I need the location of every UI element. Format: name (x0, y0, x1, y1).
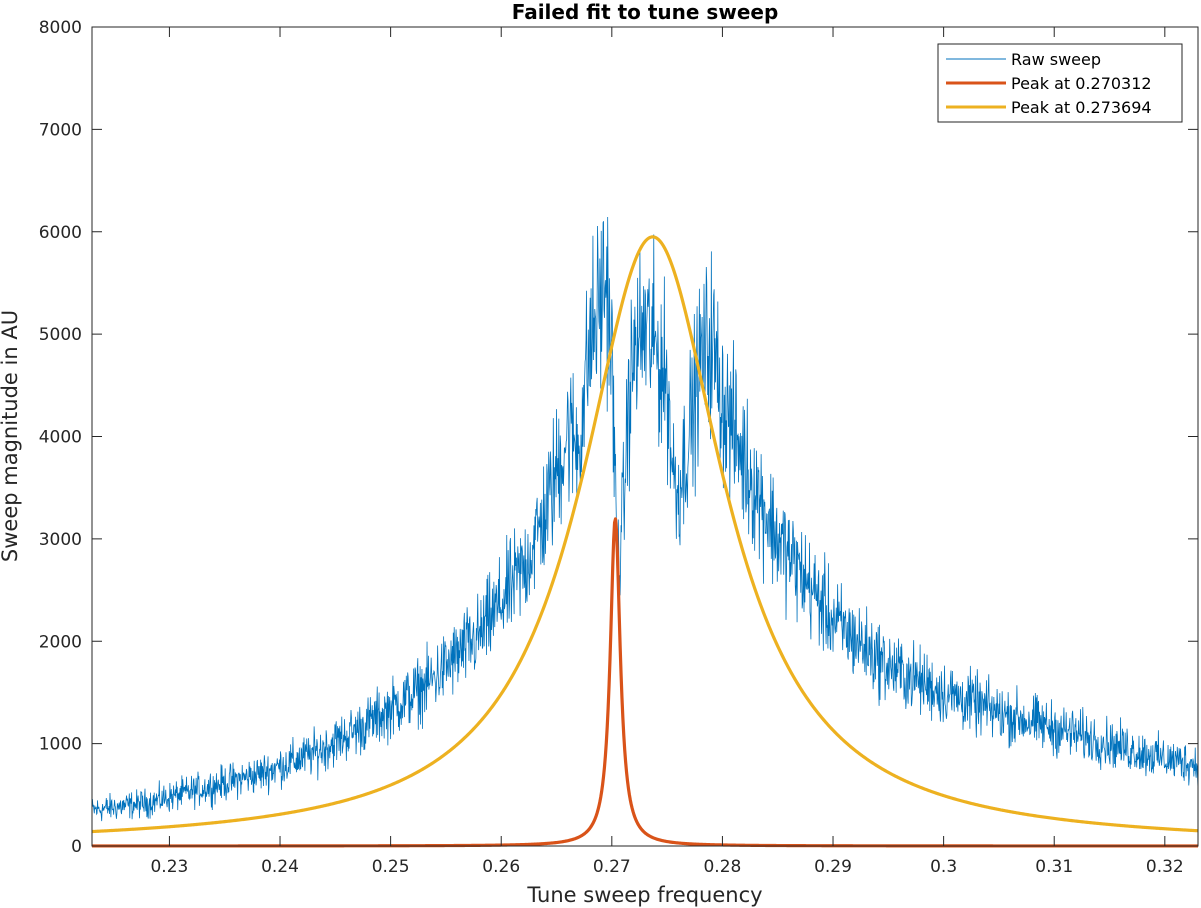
legend: Raw sweep Peak at 0.270312 Peak at 0.273… (937, 43, 1183, 123)
y-tick-label: 0 (71, 837, 82, 857)
x-tick-label: 0.32 (1146, 857, 1184, 877)
x-tick-label: 0.29 (814, 857, 852, 877)
y-tick-label: 4000 (39, 428, 82, 448)
x-tick-label: 0.3 (930, 857, 957, 877)
y-tick-label: 7000 (39, 120, 82, 140)
x-tick-label: 0.26 (482, 857, 520, 877)
x-tick-label: 0.25 (372, 857, 410, 877)
x-tick-label: 0.28 (703, 857, 741, 877)
x-axis-label: Tune sweep frequency (526, 883, 762, 907)
legend-label-raw: Raw sweep (1011, 50, 1101, 69)
y-tick-label: 5000 (39, 325, 82, 345)
ticks-layer: 0.23 0.24 0.25 0.26 0.27 0.28 0.29 0.3 0.31 0.32 0… (39, 18, 1198, 877)
x-tick-label: 0.27 (593, 857, 631, 877)
chart-title: Failed fit to tune sweep (512, 0, 779, 24)
plot-background (92, 27, 1198, 846)
series-raw-sweep (91, 216, 1199, 822)
y-tick-label: 2000 (39, 632, 82, 652)
legend-label-peak1: Peak at 0.270312 (1011, 74, 1152, 93)
series-peak-0-273694 (91, 235, 1199, 834)
legend-label-peak2: Peak at 0.273694 (1011, 98, 1152, 117)
x-tick-label: 0.31 (1035, 857, 1073, 877)
x-tick-label: 0.23 (150, 857, 188, 877)
plot-area: 0.23 0.24 0.25 0.26 0.27 0.28 0.29 0.3 0.31 0.32 0… (39, 18, 1199, 877)
y-axis-label: Sweep magnitude in AU (0, 310, 22, 562)
y-tick-label: 3000 (39, 530, 82, 550)
y-tick-label: 6000 (39, 223, 82, 243)
x-tick-label: 0.24 (261, 857, 299, 877)
y-tick-label: 1000 (39, 735, 82, 755)
y-tick-label: 8000 (39, 18, 82, 38)
